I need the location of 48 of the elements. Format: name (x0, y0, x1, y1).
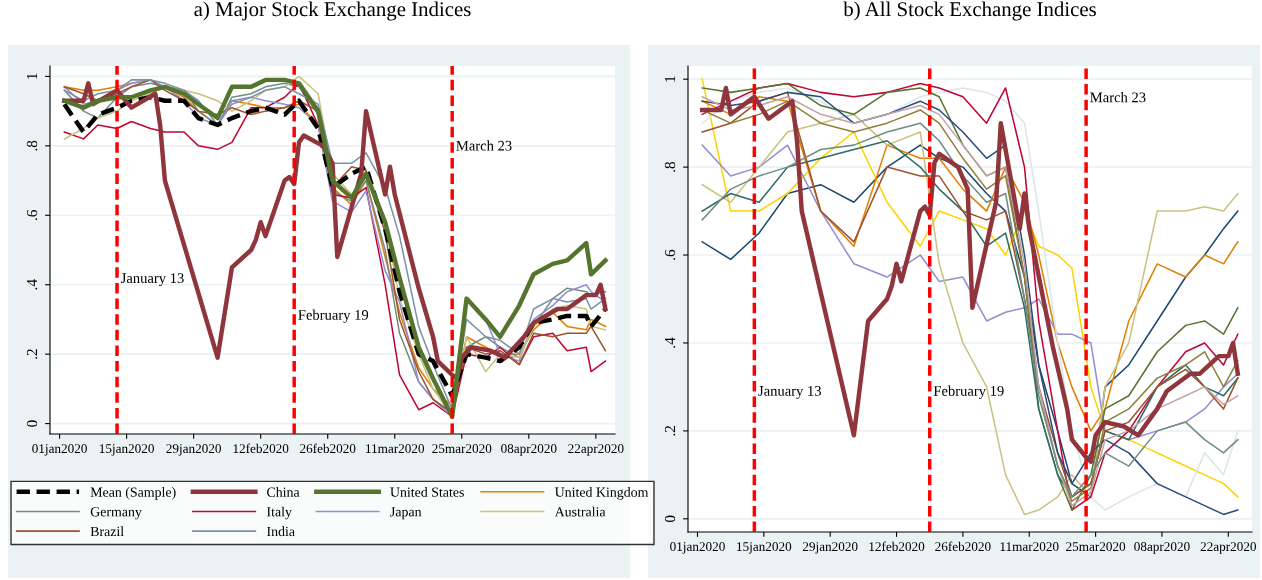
x-tick-label: 26feb2020 (935, 541, 991, 552)
x-tick-label: 25mar2020 (432, 444, 492, 454)
ref-line-label: January 13 (120, 273, 184, 287)
chart-title: b) All Stock Exchange Indices (843, 1, 1096, 21)
x-tick-label: 22apr2020 (1200, 542, 1257, 554)
y-tick-label: 1 (664, 76, 676, 82)
x-tick-label: 29jan2020 (166, 444, 221, 456)
x-tick-label: 15jan2020 (737, 542, 792, 554)
ref-line-label: January 13 (758, 386, 822, 399)
ref-line-label: March 23 (456, 140, 512, 151)
ref-line-label: February 19 (933, 385, 1004, 399)
x-tick-label: 25mar2020 (1066, 542, 1126, 552)
y-tick-label: 1 (26, 73, 38, 79)
legend-label: India (266, 526, 295, 537)
x-tick-label: 11mar2020 (1000, 542, 1059, 552)
legend-label: Brazil (90, 526, 124, 537)
y-tick-label: .4 (26, 279, 38, 290)
ref-line-label: March 23 (1090, 92, 1146, 103)
chart-title: a) Major Stock Exchange Indices (194, 1, 471, 21)
legend-label: Italy (266, 506, 292, 520)
y-tick-label: .6 (26, 210, 38, 220)
y-tick-label: .8 (664, 161, 676, 172)
y-tick-label: .8 (26, 140, 38, 151)
x-tick-label: 01jan2020 (32, 444, 87, 456)
y-tick-label: 0 (26, 420, 38, 427)
x-tick-label: 12feb2020 (869, 541, 925, 552)
y-tick-label: .4 (664, 337, 676, 348)
x-tick-label: 26feb2020 (300, 443, 356, 454)
legend-label: United Kingdom (554, 487, 649, 500)
legend-label: Australia (554, 506, 606, 517)
x-tick-label: 29jan2020 (802, 542, 858, 554)
legend-label: Mean (Sample) (90, 487, 176, 500)
x-tick-label: 15jan2020 (99, 444, 154, 456)
x-tick-label: 11mar2020 (366, 444, 425, 454)
x-tick-label: 08apr2020 (1134, 542, 1190, 554)
legend-label: Japan (390, 507, 422, 520)
x-tick-label: 22apr2020 (568, 444, 624, 456)
legend-label: Germany (90, 507, 142, 520)
y-tick-label: 0 (664, 515, 676, 523)
y-tick-label: .6 (664, 249, 676, 260)
y-tick-label: .2 (664, 426, 676, 436)
x-tick-label: 01jan2020 (670, 542, 725, 554)
ref-line-label: February 19 (298, 309, 369, 323)
legend-label: United States (390, 487, 464, 497)
x-tick-label: 12feb2020 (233, 443, 289, 454)
y-tick-label: .2 (26, 349, 38, 359)
legend-label: China (267, 487, 300, 497)
x-tick-label: 08apr2020 (501, 444, 557, 456)
